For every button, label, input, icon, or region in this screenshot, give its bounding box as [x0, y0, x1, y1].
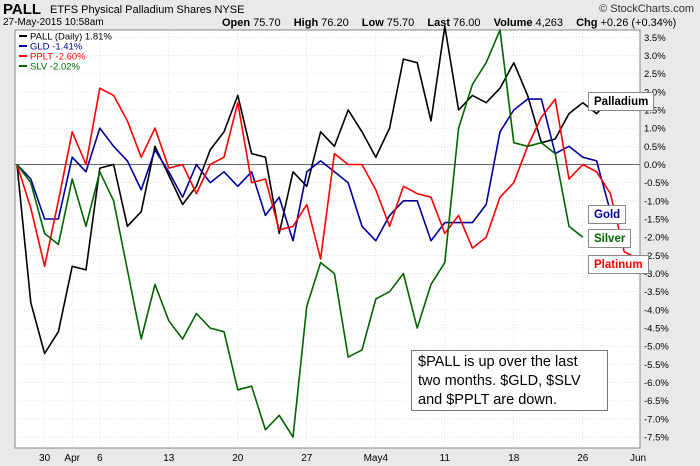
- quote-open-label: Open: [222, 17, 251, 29]
- x-tick-label: 11: [440, 453, 451, 464]
- security-name: ETFS Physical Palladium Shares NYSE: [50, 4, 244, 16]
- y-tick-label: 3.5%: [644, 33, 666, 44]
- y-tick-label: 3.0%: [644, 51, 666, 62]
- series-line-gld: [16, 98, 625, 242]
- quote-chg-label: Chg: [576, 17, 598, 29]
- series-line-slv: [16, 29, 584, 438]
- y-tick-label: -2.5%: [644, 251, 669, 262]
- chart-header: PALL ETFS Physical Palladium Shares NYSE…: [0, 0, 700, 30]
- quote-bar: Open 75.70 High 76.20 Low 75.70 Last 76.00 V…: [222, 17, 686, 29]
- y-tick-label: -4.5%: [644, 324, 669, 335]
- quote-open-value: 75.70: [253, 17, 281, 29]
- legend-entry: SLV -2.02%: [30, 62, 81, 73]
- quote-high-value: 76.20: [321, 17, 349, 29]
- annotation-box: $PALL is up over the last two months. $G…: [411, 350, 608, 411]
- y-tick-label: -6.5%: [644, 396, 669, 407]
- x-tick-label: Apr: [64, 453, 80, 464]
- x-tick-label: 27: [301, 453, 313, 464]
- quote-high-label: High: [293, 17, 319, 29]
- y-tick-label: 0.0%: [644, 160, 666, 171]
- y-tick-label: -1.0%: [644, 196, 669, 207]
- y-tick-label: -0.5%: [644, 178, 669, 189]
- end-label-silver: Silver: [588, 229, 632, 248]
- end-label-palladium: Palladium: [588, 92, 655, 111]
- y-tick-label: -3.5%: [644, 287, 669, 298]
- legend-entry: PALL (Daily) 1.81%: [30, 32, 112, 43]
- quote-date: 27-May-2015 10:58am: [3, 17, 104, 28]
- series-line-pplt: [16, 87, 639, 268]
- quote-low-value: 75.70: [386, 17, 415, 29]
- quote-volume-value: 4,263: [535, 17, 564, 29]
- y-tick-label: -3.0%: [644, 269, 669, 280]
- y-tick-label: 1.0%: [644, 124, 666, 135]
- x-tick-label: 26: [577, 453, 589, 464]
- y-tick-label: -5.5%: [644, 360, 669, 371]
- brand-label: © StockCharts.com: [599, 3, 694, 15]
- x-tick-label: 6: [97, 453, 103, 464]
- symbol-label: PALL: [3, 1, 42, 18]
- y-tick-label: -2.0%: [644, 233, 669, 244]
- y-tick-label: 2.0%: [644, 87, 666, 98]
- legend-entry: PPLT -2.60%: [30, 52, 86, 63]
- x-tick-label: Jun: [630, 453, 646, 464]
- series-line-pall: [16, 25, 611, 355]
- y-tick-label: -7.5%: [644, 433, 669, 444]
- quote-last-value: 76.00: [452, 17, 481, 29]
- x-tick-label: 13: [163, 453, 175, 464]
- security-name-text: ETFS Physical Palladium Shares: [50, 4, 212, 16]
- exchange-label: NYSE: [214, 4, 245, 16]
- end-label-gld: Gold: [588, 205, 627, 224]
- y-tick-label: -5.0%: [644, 342, 669, 353]
- x-tick-label: 20: [232, 453, 244, 464]
- y-tick-label: -7.0%: [644, 414, 669, 425]
- x-tick-label: 30: [39, 453, 51, 464]
- end-label-platinum: Platinum: [588, 255, 649, 274]
- quote-volume-label: Volume: [493, 17, 533, 29]
- y-tick-label: -6.0%: [644, 378, 669, 389]
- y-tick-label: 0.5%: [644, 142, 666, 153]
- y-tick-label: -1.5%: [644, 215, 669, 226]
- y-tick-label: -4.0%: [644, 305, 669, 316]
- x-tick-label: May4: [364, 453, 389, 464]
- y-tick-label: 1.5%: [644, 105, 666, 116]
- quote-low-label: Low: [361, 17, 384, 29]
- x-tick-label: 18: [508, 453, 520, 464]
- legend-entry: GLD -1.41%: [30, 42, 83, 53]
- quote-chg-value: +0.26 (+0.34%): [600, 17, 677, 29]
- y-tick-label: 2.5%: [644, 69, 666, 80]
